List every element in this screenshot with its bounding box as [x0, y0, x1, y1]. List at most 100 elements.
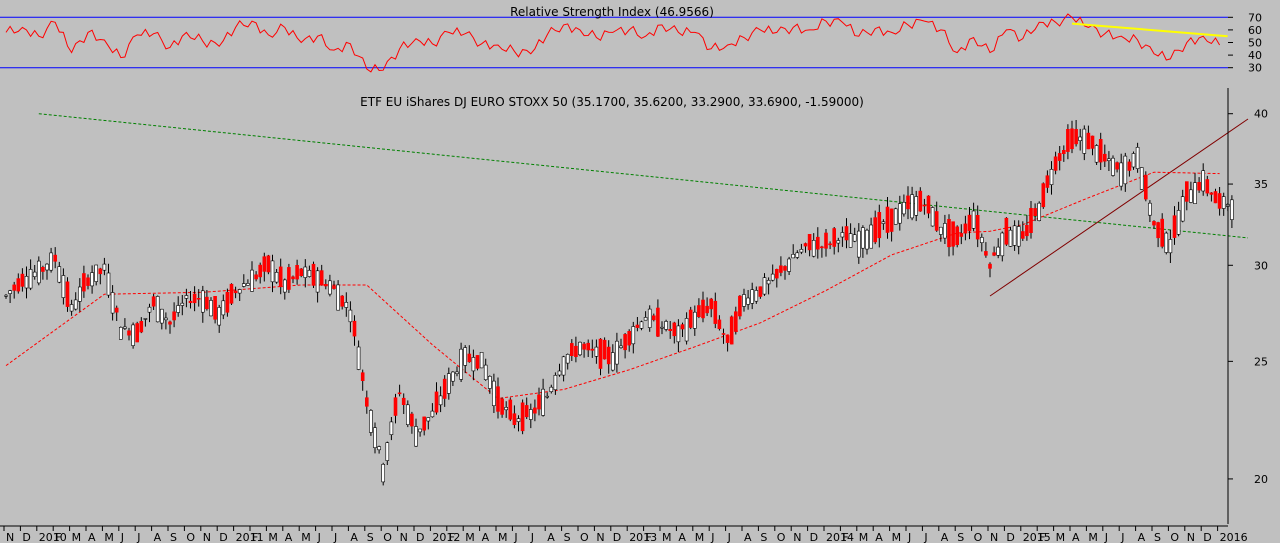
candle-body: [787, 258, 791, 272]
candle-body: [742, 294, 746, 307]
candle-body: [893, 208, 898, 225]
candle-body: [475, 355, 480, 369]
candle-body: [610, 352, 615, 371]
candle-body: [250, 269, 254, 292]
rsi-title: Relative Strength Index (46.9566): [510, 5, 714, 19]
candle-body: [1193, 182, 1197, 204]
x-tick-label: M: [465, 531, 475, 543]
candle-body: [1098, 139, 1103, 163]
price-panel: ETF EU iShares DJ EURO STOXX 50 (35.1700…: [4, 88, 1268, 524]
candle-body: [151, 296, 156, 307]
candle-body: [426, 417, 431, 422]
x-tick-label: F: [252, 531, 258, 543]
candle-body: [405, 404, 410, 425]
long-term-resistance-trendline: [38, 113, 1249, 239]
candle-body: [303, 266, 308, 278]
candle-body: [1213, 191, 1218, 204]
candle-body: [877, 212, 882, 239]
candle-body: [176, 305, 180, 313]
candle-body: [356, 346, 361, 370]
x-tick-label: J: [710, 531, 714, 543]
candle-body: [914, 196, 919, 216]
candle-body: [508, 399, 513, 420]
x-tick-label: M: [268, 531, 278, 543]
candle-body: [155, 296, 160, 323]
candle-body: [1041, 183, 1046, 208]
candle-body: [520, 402, 525, 432]
candle-body: [98, 268, 103, 275]
candle-body: [574, 345, 578, 358]
x-tick-label: M: [695, 531, 705, 543]
candle-body: [971, 210, 976, 229]
candle-body: [803, 243, 808, 247]
candle-body: [492, 380, 496, 407]
candle-body: [1172, 215, 1177, 238]
x-tick-label: D: [219, 531, 227, 543]
candle-body: [889, 208, 894, 232]
candle-body: [483, 364, 488, 381]
rsi-tick-label: 60: [1248, 24, 1262, 37]
candle-body: [836, 240, 841, 244]
candle-body: [729, 316, 734, 345]
candle-body: [676, 325, 681, 343]
candle-body: [528, 409, 533, 420]
candle-body: [246, 283, 250, 286]
candle-body: [881, 221, 886, 224]
candle-body: [697, 305, 701, 317]
candle-body: [1135, 147, 1140, 170]
candle-body: [1189, 189, 1193, 203]
candle-body: [516, 418, 521, 422]
candle-body: [496, 386, 500, 412]
x-tick-label: N: [203, 531, 211, 543]
candle-body: [1029, 208, 1033, 234]
candle-body: [668, 328, 673, 331]
x-tick-label: J: [136, 531, 140, 543]
candle-body: [184, 295, 189, 299]
candle-body: [123, 326, 127, 329]
candle-body: [131, 324, 135, 346]
candle-body: [410, 413, 414, 427]
price-tick-label: 35: [1254, 178, 1268, 191]
x-tick-label: F: [449, 531, 455, 543]
candle-body: [369, 410, 373, 433]
x-tick-label: N: [990, 531, 998, 543]
candle-body: [541, 388, 545, 416]
candle-body: [791, 254, 796, 259]
candle-body: [1176, 210, 1181, 235]
candle-body: [938, 226, 943, 235]
candle-body: [557, 370, 562, 376]
x-tick-label: A: [1072, 531, 1080, 543]
candle-body: [434, 391, 439, 413]
x-tick-label: 2015: [1023, 531, 1051, 543]
candle-body: [979, 237, 984, 243]
candle-body: [78, 286, 82, 302]
candle-body: [1066, 129, 1070, 152]
candle-body: [934, 211, 939, 231]
candle-body: [307, 269, 312, 277]
candle-body: [1152, 221, 1156, 226]
candle-body: [1230, 199, 1234, 220]
candle-body: [451, 371, 455, 382]
x-tick-label: M: [104, 531, 114, 543]
candle-body: [65, 281, 70, 307]
candle-body: [512, 413, 517, 426]
price-tick-label: 20: [1254, 473, 1268, 486]
candle-body: [217, 307, 221, 326]
candle-body: [110, 292, 115, 314]
candle-body: [832, 228, 837, 247]
candle-body: [762, 277, 767, 295]
candle-body: [750, 289, 755, 304]
candle-body: [205, 296, 209, 310]
candle-body: [328, 280, 332, 295]
x-tick-label: D: [1203, 531, 1211, 543]
x-tick-label: D: [22, 531, 30, 543]
x-tick-label: A: [482, 531, 490, 543]
x-tick-label: D: [810, 531, 818, 543]
candle-body: [1139, 167, 1144, 190]
candle-body: [717, 319, 722, 329]
candle-body: [487, 375, 492, 389]
x-tick-label: J: [120, 531, 124, 543]
candle-body: [61, 275, 66, 298]
x-tick-label: J: [907, 531, 911, 543]
